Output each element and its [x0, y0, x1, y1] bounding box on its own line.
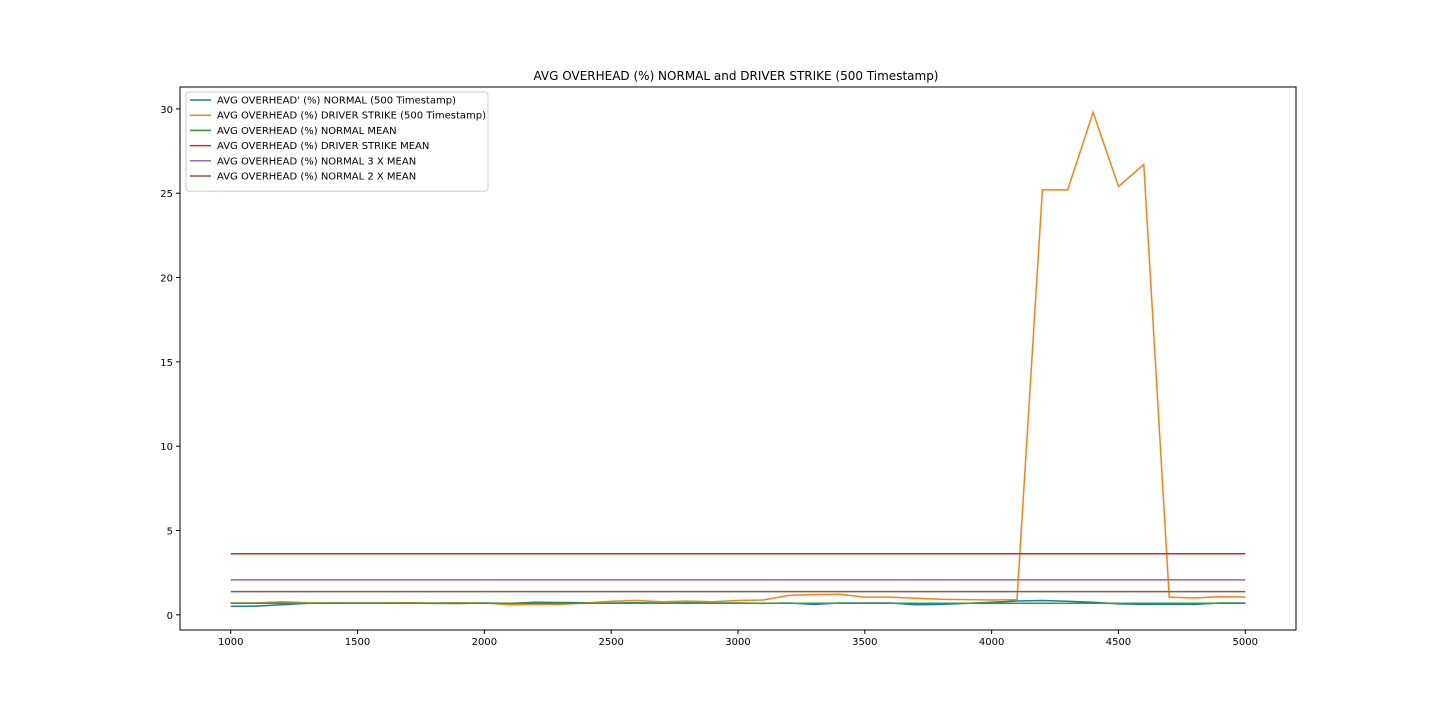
- x-tick-label: 4000: [979, 637, 1004, 648]
- y-axis: 0 5 10 15 20 25 30: [160, 105, 180, 622]
- x-tick-label: 2000: [472, 637, 497, 648]
- x-tick-label: 1500: [345, 637, 370, 648]
- x-tick-label: 2500: [598, 637, 623, 648]
- legend: AVG OVERHEAD' (%) NORMAL (500 Timestamp)…: [185, 91, 489, 192]
- y-tick-label: 15: [160, 358, 173, 369]
- x-tick-label: 5000: [1233, 637, 1258, 648]
- y-tick-label: 5: [167, 527, 173, 538]
- y-tick-label: 10: [160, 442, 173, 453]
- legend-label: AVG OVERHEAD (%) NORMAL 3 X MEAN: [217, 156, 416, 167]
- legend-box: [185, 91, 489, 192]
- legend-label: AVG OVERHEAD (%) NORMAL MEAN: [217, 126, 397, 137]
- chart-title: AVG OVERHEAD (%) NORMAL and DRIVER STRIK…: [533, 69, 938, 83]
- y-tick-label: 0: [167, 611, 173, 622]
- x-tick-label: 3500: [852, 637, 877, 648]
- x-axis: 1000 1500 2000 2500 3000 3500 4000 4500 5000: [218, 630, 1258, 648]
- x-tick-label: 4500: [1106, 637, 1131, 648]
- legend-label: AVG OVERHEAD' (%) NORMAL (500 Timestamp): [217, 96, 456, 107]
- x-tick-label: 1000: [218, 637, 243, 648]
- legend-label: AVG OVERHEAD (%) DRIVER STRIKE (500 Time…: [217, 111, 486, 122]
- series-layer: [230, 109, 1246, 608]
- legend-label: AVG OVERHEAD (%) DRIVER STRIKE MEAN: [217, 141, 429, 152]
- y-tick-label: 25: [160, 189, 173, 200]
- y-tick-label: 20: [160, 274, 173, 285]
- x-tick-label: 3000: [725, 637, 750, 648]
- legend-label: AVG OVERHEAD (%) NORMAL 2 X MEAN: [217, 172, 416, 183]
- y-tick-label: 30: [160, 105, 173, 116]
